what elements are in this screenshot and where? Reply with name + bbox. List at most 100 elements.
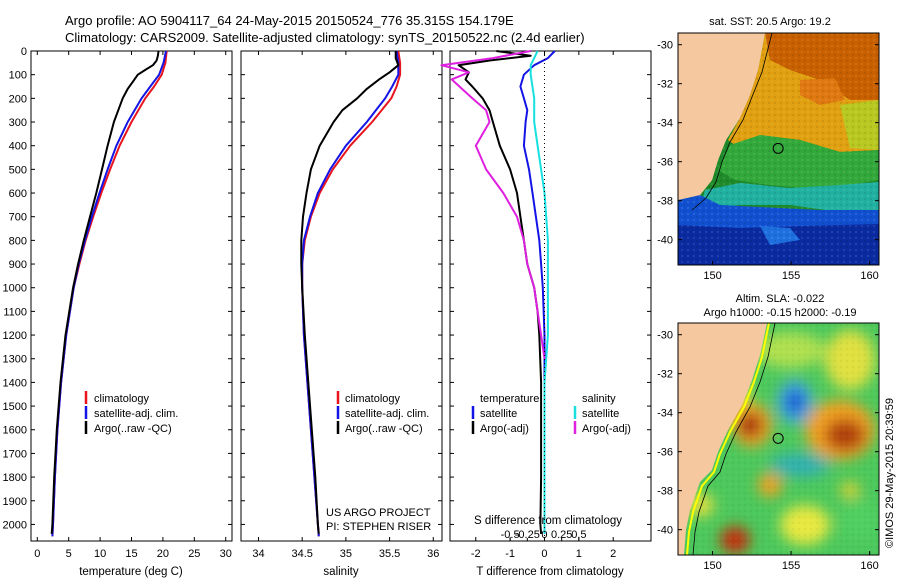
sla-map [678, 323, 879, 555]
depth-tick-label: 800 [9, 235, 27, 247]
series-line-salinity-argo-adj- [440, 50, 546, 359]
depth-tick-label: 600 [9, 188, 27, 200]
lon-tick-label: 155 [782, 270, 800, 282]
s-tick-label: 0.5 [571, 529, 586, 541]
project-line2: PI: STEPHEN RISER [326, 521, 431, 533]
legend-label-satellite: satellite-adj. clim. [345, 408, 429, 420]
x-tick-label: 34.5 [291, 548, 312, 560]
x-tick-label: 1 [576, 548, 582, 560]
s-tick-label: -0.5 [501, 529, 520, 541]
x-tick-label: -2 [471, 548, 481, 560]
depth-tick-label: 400 [9, 141, 27, 153]
s-tick-label: -0.25 [515, 529, 540, 541]
x-tick-label: 35 [340, 548, 352, 560]
sst-map-frame [677, 32, 880, 266]
lat-tick-label: -36 [657, 157, 673, 169]
difference-panel [449, 50, 652, 542]
depth-tick-label: 2000 [3, 519, 27, 531]
x-tick-label: 34 [252, 548, 264, 560]
x-tick-label: 2 [610, 548, 616, 560]
legend-title-salinity: salinity [582, 393, 616, 405]
series-line-satellite-adj-clim- [51, 50, 167, 537]
temperature-xlabel: temperature (deg C) [79, 566, 183, 578]
x-tick-label: -1 [505, 548, 515, 560]
x-tick-label: 15 [125, 548, 137, 560]
x-tick-label: 0 [34, 548, 40, 560]
sla-map-axes: -30 -32 -34 -36 -38 -40 150 155 160 [657, 330, 879, 572]
x-tick-label: 5 [66, 548, 72, 560]
legend-title-temperature: temperature [480, 393, 539, 405]
sla-map-title2: Argo h1000: -0.15 h2000: -0.19 [704, 307, 857, 319]
depth-tick-label: 1900 [3, 496, 27, 508]
depth-tick-label: 1000 [3, 283, 27, 295]
lat-tick-label: -32 [657, 369, 673, 381]
lat-tick-label: -30 [657, 40, 673, 52]
s-diff-xlabel: S difference from climatology [474, 515, 622, 527]
x-tick-label: 10 [94, 548, 106, 560]
sla-map-frame [677, 322, 880, 556]
lat-tick-label: -34 [657, 118, 673, 130]
depth-tick-label: 1400 [3, 377, 27, 389]
depth-tick-label: 1100 [3, 306, 27, 318]
series-line-temperature-satellite [519, 50, 556, 534]
legend-label-climatology: climatology [345, 393, 401, 405]
sst-map [678, 33, 879, 265]
temperature-panel [30, 50, 233, 542]
lon-tick-label: 160 [860, 560, 878, 572]
sst-map-axes: -30 -32 -34 -36 -38 -40 150 155 160 [657, 40, 879, 282]
series-line-satellite-adj-clim- [301, 50, 400, 537]
lat-tick-label: -40 [657, 525, 673, 537]
legend-label-s-satellite: satellite [582, 408, 619, 420]
float-marker [772, 142, 784, 154]
lat-tick-label: -30 [657, 330, 673, 342]
temperature-chart: 0 5 10 15 20 25 30 [34, 50, 232, 560]
depth-tick-label: 1700 [3, 448, 27, 460]
x-tick-label: 35.5 [379, 548, 400, 560]
legend-label-argo: Argo(..raw -QC) [94, 423, 172, 435]
x-tick-label: 36 [427, 548, 439, 560]
depth-tick-label: 1300 [3, 354, 27, 366]
lon-tick-label: 160 [860, 270, 878, 282]
watermark: ©IMOS 29-May-2015 20:39:59 [884, 398, 896, 548]
depth-tick-label: 0 [21, 46, 27, 58]
salinity-xlabel: salinity [323, 566, 358, 578]
legend-label-t-satellite: satellite [480, 408, 517, 420]
lat-tick-label: -40 [657, 235, 673, 247]
x-tick-label: 20 [157, 548, 169, 560]
legend-label-climatology: climatology [94, 393, 150, 405]
depth-axis: 0 100 200 300 400 500 600 700 800 900 1000 1100 1200… [3, 46, 651, 531]
float-marker [772, 432, 784, 444]
project-line1: US ARGO PROJECT [326, 507, 431, 519]
salinity-panel [240, 50, 443, 542]
depth-tick-label: 700 [9, 212, 27, 224]
series-line-argo-raw-qc- [50, 50, 160, 534]
depth-tick-label: 1600 [3, 425, 27, 437]
x-tick-label: 0 [541, 548, 547, 560]
x-tick-label: 25 [188, 548, 200, 560]
header-line2: Climatology: CARS2009. Satellite-adjuste… [65, 30, 585, 45]
s-tick-label: 0.25 [551, 529, 572, 541]
lon-tick-label: 155 [782, 560, 800, 572]
legend-label-s-argo: Argo(-adj) [582, 423, 631, 435]
depth-tick-label: 200 [9, 93, 27, 105]
salinity-legend: climatology satellite-adj. clim. Argo(..… [336, 391, 429, 435]
series-line-climatology [301, 50, 402, 537]
depth-tick-label: 300 [9, 117, 27, 129]
series-line-argo-raw-qc- [300, 51, 400, 534]
legend-label-satellite: satellite-adj. clim. [94, 408, 178, 420]
sst-map-title: sat. SST: 20.5 Argo: 19.2 [709, 16, 831, 28]
difference-legend: temperature salinity satellite Argo(-adj… [471, 393, 631, 435]
series-line-salinity-satellite [529, 50, 549, 534]
depth-tick-label: 900 [9, 259, 27, 271]
series-line-climatology [51, 50, 168, 537]
lon-tick-label: 150 [703, 270, 721, 282]
depth-tick-label: 100 [9, 70, 27, 82]
x-tick-label: 30 [220, 548, 232, 560]
depth-tick-label: 1200 [3, 330, 27, 342]
depth-tick-label: 500 [9, 164, 27, 176]
legend-label-argo: Argo(..raw -QC) [345, 423, 423, 435]
depth-tick-label: 1500 [3, 401, 27, 413]
lat-tick-label: -34 [657, 408, 673, 420]
